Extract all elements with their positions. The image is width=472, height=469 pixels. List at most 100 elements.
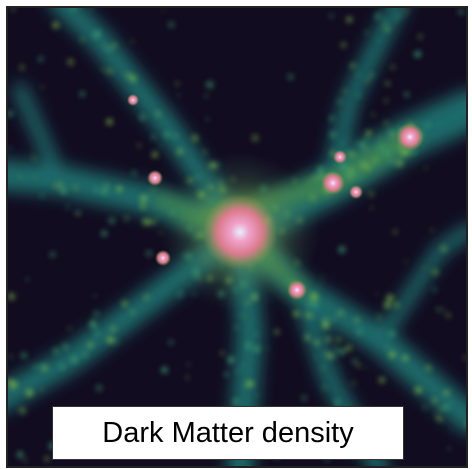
subhalo — [400, 14, 404, 18]
subhalo — [218, 180, 224, 186]
subhalo — [116, 186, 123, 192]
subhalo — [175, 82, 179, 86]
subhalo — [317, 166, 325, 174]
subhalo — [139, 114, 146, 121]
subhalo — [354, 317, 360, 323]
subhalo — [81, 351, 89, 358]
subhalo — [385, 344, 389, 349]
subhalo — [53, 184, 57, 189]
subhalo — [370, 206, 373, 209]
subhalo — [162, 8, 165, 12]
subhalo — [206, 81, 214, 89]
subhalo — [349, 151, 355, 158]
subhalo — [164, 131, 171, 138]
subhalo — [304, 333, 310, 339]
subhalo — [363, 147, 367, 152]
subhalo — [159, 231, 162, 235]
subhalo — [260, 185, 267, 192]
subhalo — [234, 325, 239, 330]
subhalo — [101, 230, 107, 237]
subhalo — [436, 307, 441, 312]
subhalo — [111, 43, 117, 48]
subhalo — [365, 367, 368, 370]
subhalo — [356, 140, 360, 144]
subhalo — [168, 21, 175, 28]
subhalo — [245, 300, 250, 305]
subhalo — [366, 78, 370, 82]
subhalo — [185, 376, 189, 379]
subhalo — [26, 278, 29, 281]
subhalo — [280, 229, 285, 233]
subhalo — [411, 0, 415, 2]
subhalo — [234, 313, 237, 316]
subhalo — [137, 144, 141, 147]
subhalo — [182, 254, 186, 257]
subhalo — [345, 345, 352, 352]
subhalo — [312, 301, 319, 309]
subhalo — [384, 98, 389, 103]
subhalo — [316, 175, 321, 180]
subhalo — [105, 183, 109, 187]
subhalo — [151, 295, 154, 298]
subhalo — [336, 337, 341, 343]
subhalo — [80, 37, 85, 42]
subhalo — [193, 268, 199, 275]
subhalo — [447, 447, 451, 450]
subhalo — [33, 365, 38, 370]
subhalo — [218, 276, 221, 279]
subhalo — [178, 291, 183, 296]
halo — [155, 250, 171, 266]
subhalo — [106, 47, 112, 52]
subhalo — [356, 363, 361, 368]
subhalo — [384, 461, 388, 464]
halo — [127, 94, 139, 106]
subhalo — [338, 348, 346, 356]
subhalo — [435, 415, 440, 419]
subhalo — [191, 210, 194, 213]
subhalo — [310, 195, 316, 201]
subhalo — [226, 277, 232, 284]
subhalo — [338, 246, 346, 253]
subhalo — [208, 185, 214, 190]
subhalo — [177, 93, 181, 97]
subhalo — [425, 365, 431, 371]
subhalo — [254, 332, 259, 337]
subhalo — [348, 176, 353, 181]
subhalo — [93, 30, 101, 38]
subhalo — [103, 44, 106, 47]
subhalo — [375, 293, 378, 296]
subhalo — [285, 210, 289, 213]
subhalo — [196, 175, 200, 179]
subhalo — [39, 193, 44, 198]
subhalo — [66, 205, 69, 209]
subhalo — [150, 219, 156, 225]
subhalo — [209, 162, 216, 169]
subhalo — [151, 135, 156, 139]
subhalo — [25, 389, 33, 397]
subhalo — [67, 58, 74, 66]
subhalo — [362, 135, 370, 143]
subhalo — [321, 276, 325, 279]
subhalo — [322, 385, 327, 390]
subhalo — [388, 158, 394, 164]
halo — [321, 171, 345, 195]
subhalo — [204, 94, 208, 98]
subhalo — [389, 351, 396, 358]
subhalo — [340, 42, 347, 48]
subhalo — [306, 312, 312, 319]
subhalo — [301, 395, 307, 401]
subhalo — [384, 19, 388, 23]
subhalo — [321, 365, 325, 370]
subhalo — [247, 380, 254, 387]
subhalo — [171, 279, 174, 282]
subhalo — [358, 174, 362, 178]
subhalo — [107, 68, 113, 74]
subhalo — [364, 30, 369, 35]
subhalo — [205, 117, 209, 121]
subhalo — [129, 74, 133, 79]
subhalo — [180, 275, 183, 278]
subhalo — [274, 329, 280, 334]
subhalo — [423, 267, 426, 270]
